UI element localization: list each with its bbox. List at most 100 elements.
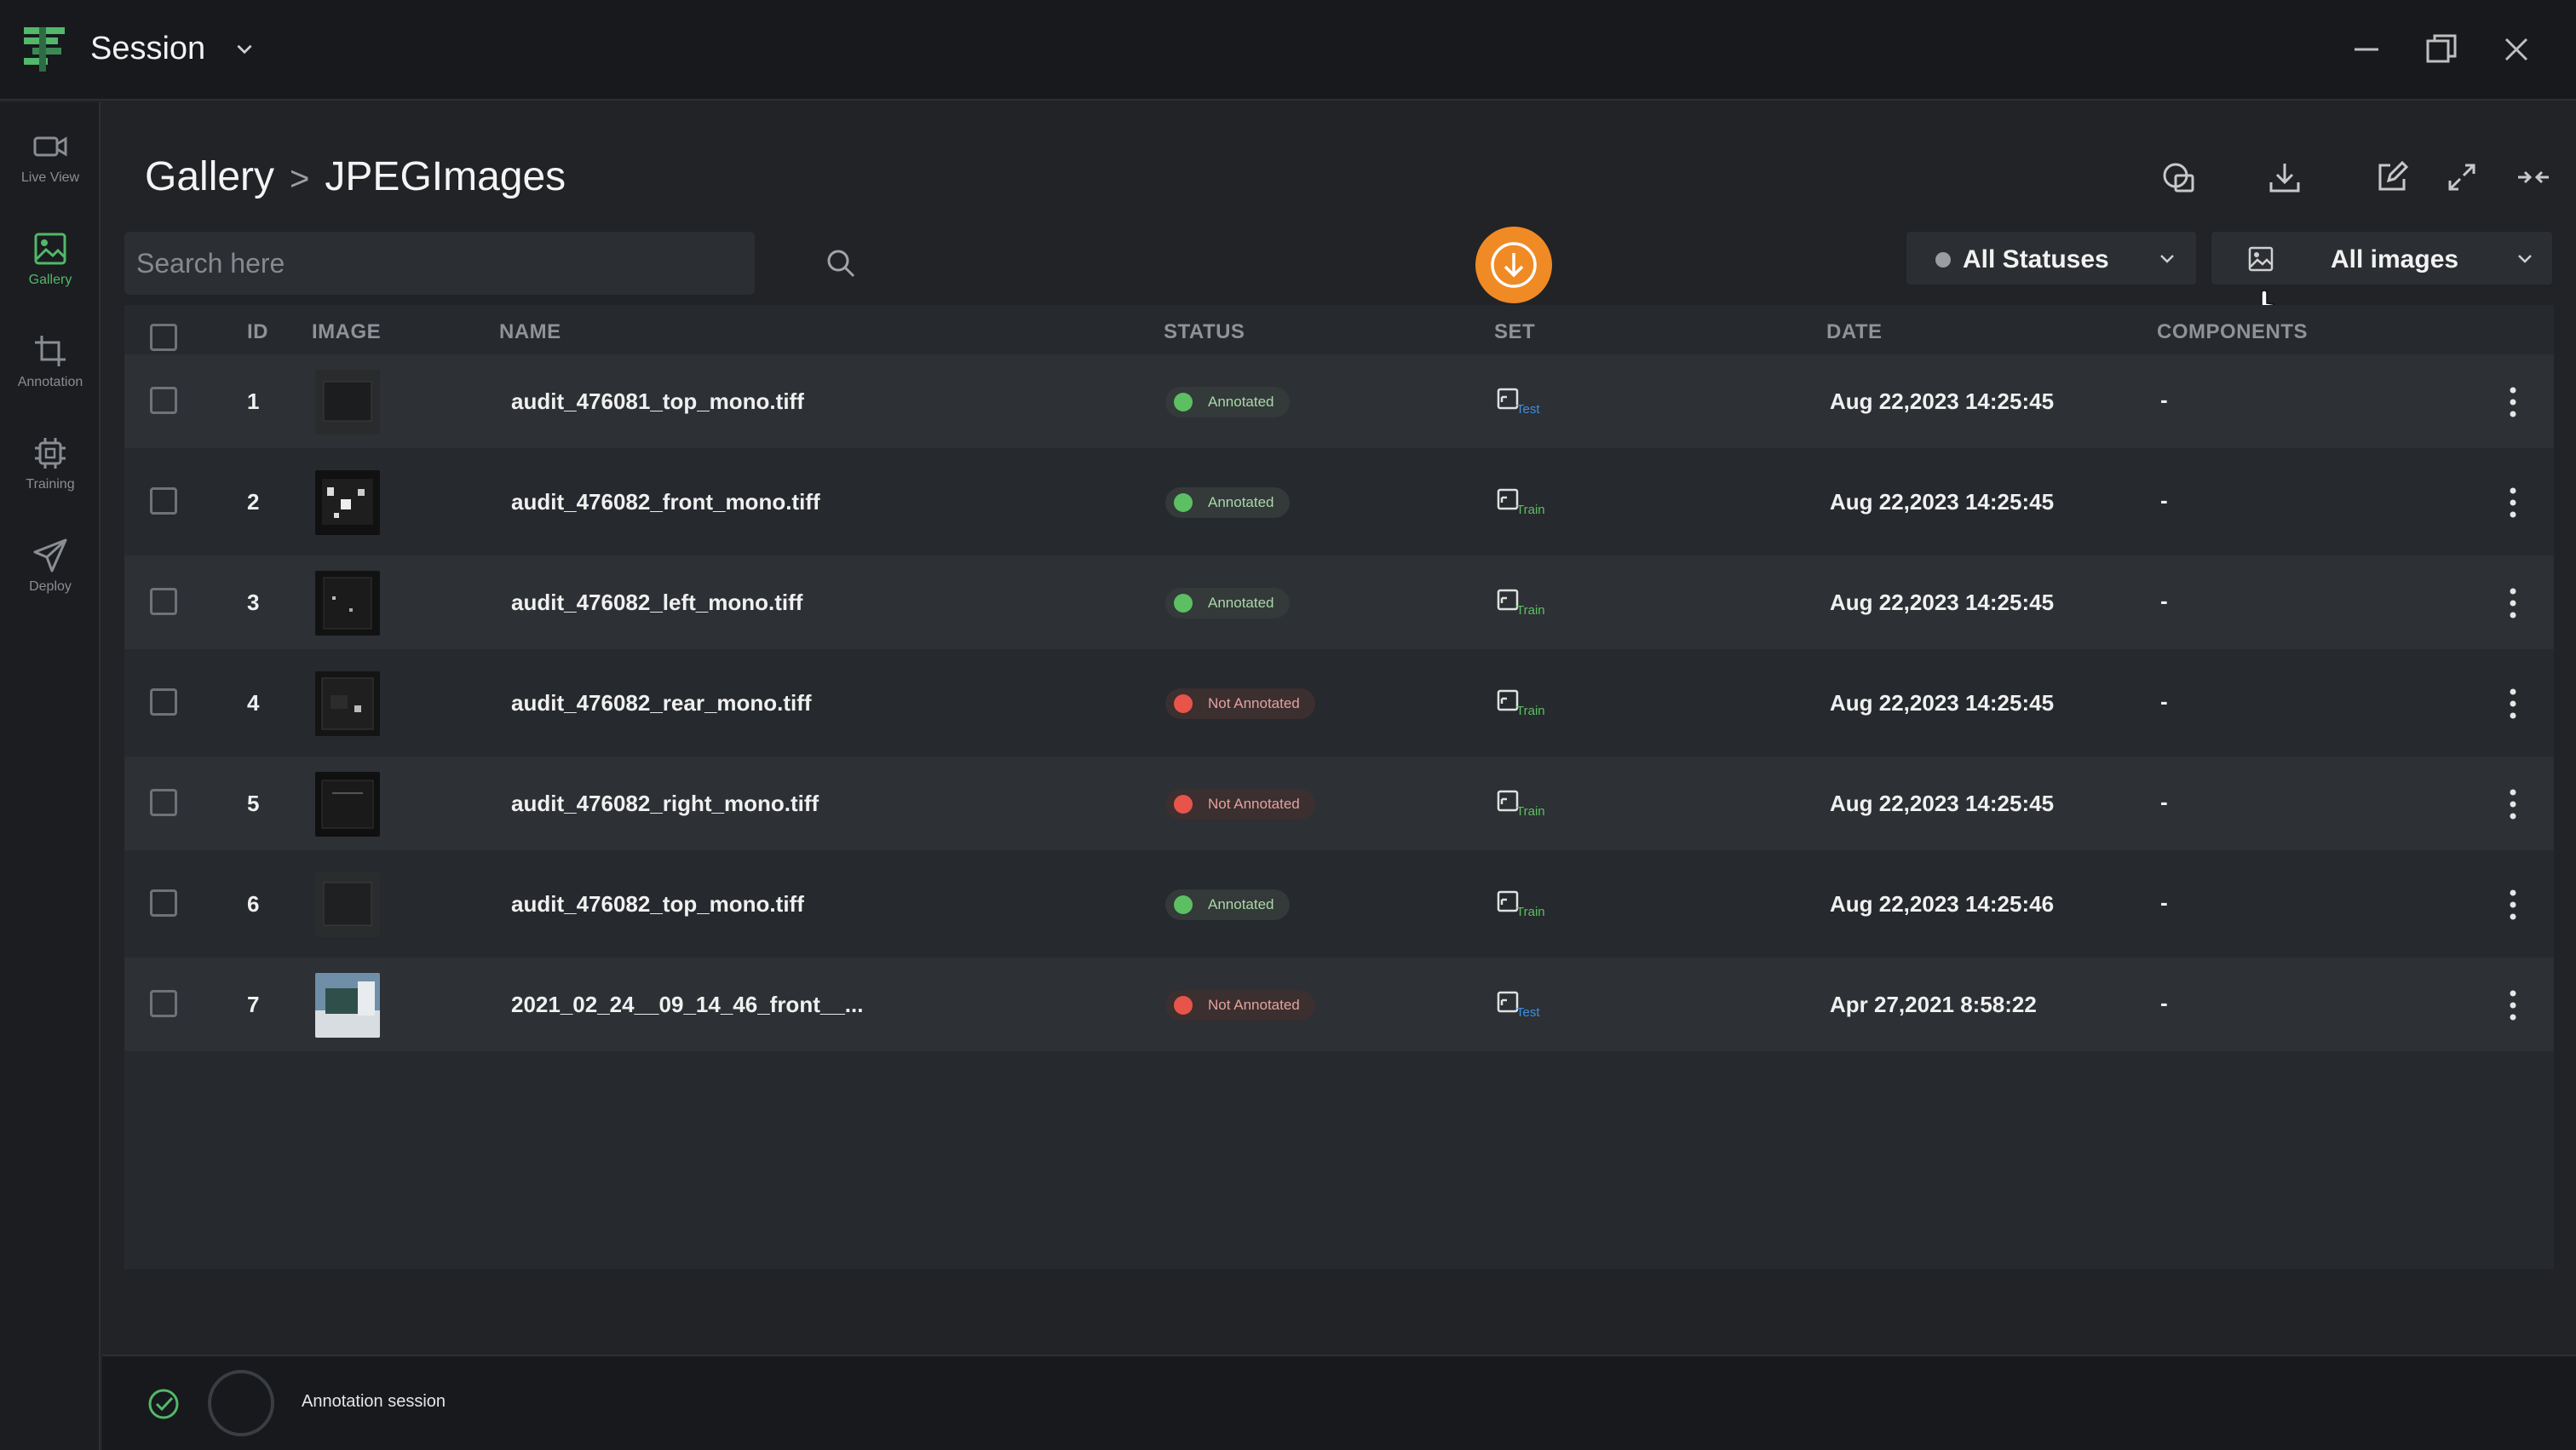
dataset-image-icon [1497,388,1519,410]
image-thumbnail[interactable] [315,571,380,636]
breadcrumb: Gallery > JPEGImages [145,153,566,200]
row-date: Aug 22,2023 14:25:45 [1830,489,2055,515]
table-row[interactable]: 7 2021_02_24__09_14_46_front__... Not An… [124,958,2554,1051]
row-components: - [2160,990,2168,1016]
column-header-status[interactable]: STATUS [1164,320,1245,343]
status-dot-icon [1174,493,1193,512]
row-checkbox[interactable] [150,688,177,716]
search-icon[interactable] [825,247,857,279]
breadcrumb-gallery-link[interactable]: Gallery [145,154,275,199]
more-options-icon[interactable] [2506,385,2520,419]
breadcrumb-separator: > [290,160,310,198]
image-filter-dropdown[interactable]: All images [2211,232,2552,285]
image-thumbnail[interactable] [315,370,380,434]
row-id: 2 [247,489,260,515]
set-tag: Train [1496,487,1547,521]
set-tag: Test [1496,990,1547,1024]
status-badge: Annotated [1165,387,1290,417]
chevron-down-icon [2160,255,2174,263]
row-checkbox[interactable] [150,889,177,917]
chevron-down-icon [2518,255,2532,263]
chip-icon [35,438,66,469]
sidebar-item-training[interactable]: Training [0,434,101,520]
more-options-icon[interactable] [2506,787,2520,821]
sidebar-item-deploy[interactable]: Deploy [0,537,101,622]
edit-icon[interactable] [2373,158,2411,196]
row-file-name[interactable]: 2021_02_24__09_14_46_front__... [511,992,864,1017]
sidebar-item-gallery[interactable]: Gallery [0,230,101,315]
row-date: Apr 27,2021 8:58:22 [1830,992,2037,1017]
expand-icon[interactable] [2443,158,2481,196]
crop-icon [35,336,66,366]
status-dot-icon [1174,996,1193,1015]
column-header-id[interactable]: ID [247,320,268,343]
image-thumbnail[interactable] [315,772,380,837]
search-bar [124,232,855,295]
set-tag: Test [1496,387,1547,421]
image-thumbnail[interactable] [315,973,380,1038]
row-file-name[interactable]: audit_476082_top_mono.tiff [511,891,804,917]
table-row[interactable]: 1 audit_476081_top_mono.tiff Annotated T… [124,354,2554,448]
column-header-image[interactable]: IMAGE [312,320,382,343]
more-options-icon[interactable] [2506,486,2520,520]
more-options-icon[interactable] [2506,586,2520,620]
status-filter-dropdown[interactable]: All Statuses [1906,232,2196,285]
row-id: 3 [247,590,260,615]
row-file-name[interactable]: audit_476082_front_mono.tiff [511,489,820,515]
row-checkbox[interactable] [150,588,177,615]
table-row[interactable]: 4 audit_476082_rear_mono.tiff Not Annota… [124,656,2554,750]
column-header-set[interactable]: SET [1494,320,1536,343]
collapse-panel-icon[interactable] [2515,158,2552,196]
dataset-image-icon [1497,991,1519,1013]
image-thumbnail[interactable] [315,872,380,937]
row-id: 5 [247,791,260,816]
session-title[interactable]: Session [90,31,206,66]
status-badge: Not Annotated [1165,688,1315,719]
row-components: - [2160,688,2168,714]
table-row[interactable]: 2 audit_476082_front_mono.tiff Annotated… [124,455,2554,549]
row-components: - [2160,789,2168,814]
download-fab-button[interactable] [1475,227,1552,303]
row-id: 6 [247,891,260,917]
status-badge-label: Annotated [1208,595,1274,611]
row-checkbox[interactable] [150,487,177,515]
dataset-image-icon [1497,890,1519,912]
row-file-name[interactable]: audit_476081_top_mono.tiff [511,388,804,414]
table-row[interactable]: 6 audit_476082_top_mono.tiff Annotated T… [124,857,2554,951]
search-input[interactable] [136,232,681,295]
minimize-icon[interactable] [2348,31,2385,68]
sidebar-item-live-view[interactable]: Live View [0,128,101,213]
row-checkbox[interactable] [150,789,177,816]
session-label: Annotation session [302,1392,446,1411]
sidebar-item-annotation[interactable]: Annotation [0,332,101,417]
row-checkbox[interactable] [150,387,177,414]
table-row[interactable]: 5 audit_476082_right_mono.tiff Not Annot… [124,757,2554,850]
row-file-name[interactable]: audit_476082_rear_mono.tiff [511,690,812,716]
image-thumbnail[interactable] [315,671,380,736]
close-icon[interactable] [2498,31,2535,68]
row-file-name[interactable]: audit_476082_left_mono.tiff [511,590,803,615]
download-icon[interactable] [2266,158,2303,196]
restore-window-icon[interactable] [2423,31,2460,68]
more-options-icon[interactable] [2506,888,2520,922]
row-file-name[interactable]: audit_476082_right_mono.tiff [511,791,819,816]
chevron-down-icon[interactable] [233,37,256,60]
set-label: Train [1516,503,1545,517]
column-header-date[interactable]: DATE [1826,320,1883,343]
table-row[interactable]: 3 audit_476082_left_mono.tiff Annotated … [124,555,2554,649]
images-table: ID IMAGE NAME STATUS SET DATE COMPONENTS… [124,305,2554,1269]
image-filter-value: All images [2331,245,2459,273]
more-options-icon[interactable] [2506,687,2520,721]
select-all-checkbox[interactable] [150,324,177,351]
status-badge: Annotated [1165,889,1290,920]
image-thumbnail[interactable] [315,470,380,535]
more-options-icon[interactable] [2506,988,2520,1022]
video-camera-icon [33,136,67,157]
set-tag: Train [1496,688,1547,722]
column-header-name[interactable]: NAME [499,320,561,343]
compare-images-icon[interactable] [2160,158,2198,196]
column-header-components[interactable]: COMPONENTS [2157,320,2309,343]
row-id: 4 [247,690,260,716]
row-checkbox[interactable] [150,990,177,1017]
row-date: Aug 22,2023 14:25:45 [1830,388,2055,414]
